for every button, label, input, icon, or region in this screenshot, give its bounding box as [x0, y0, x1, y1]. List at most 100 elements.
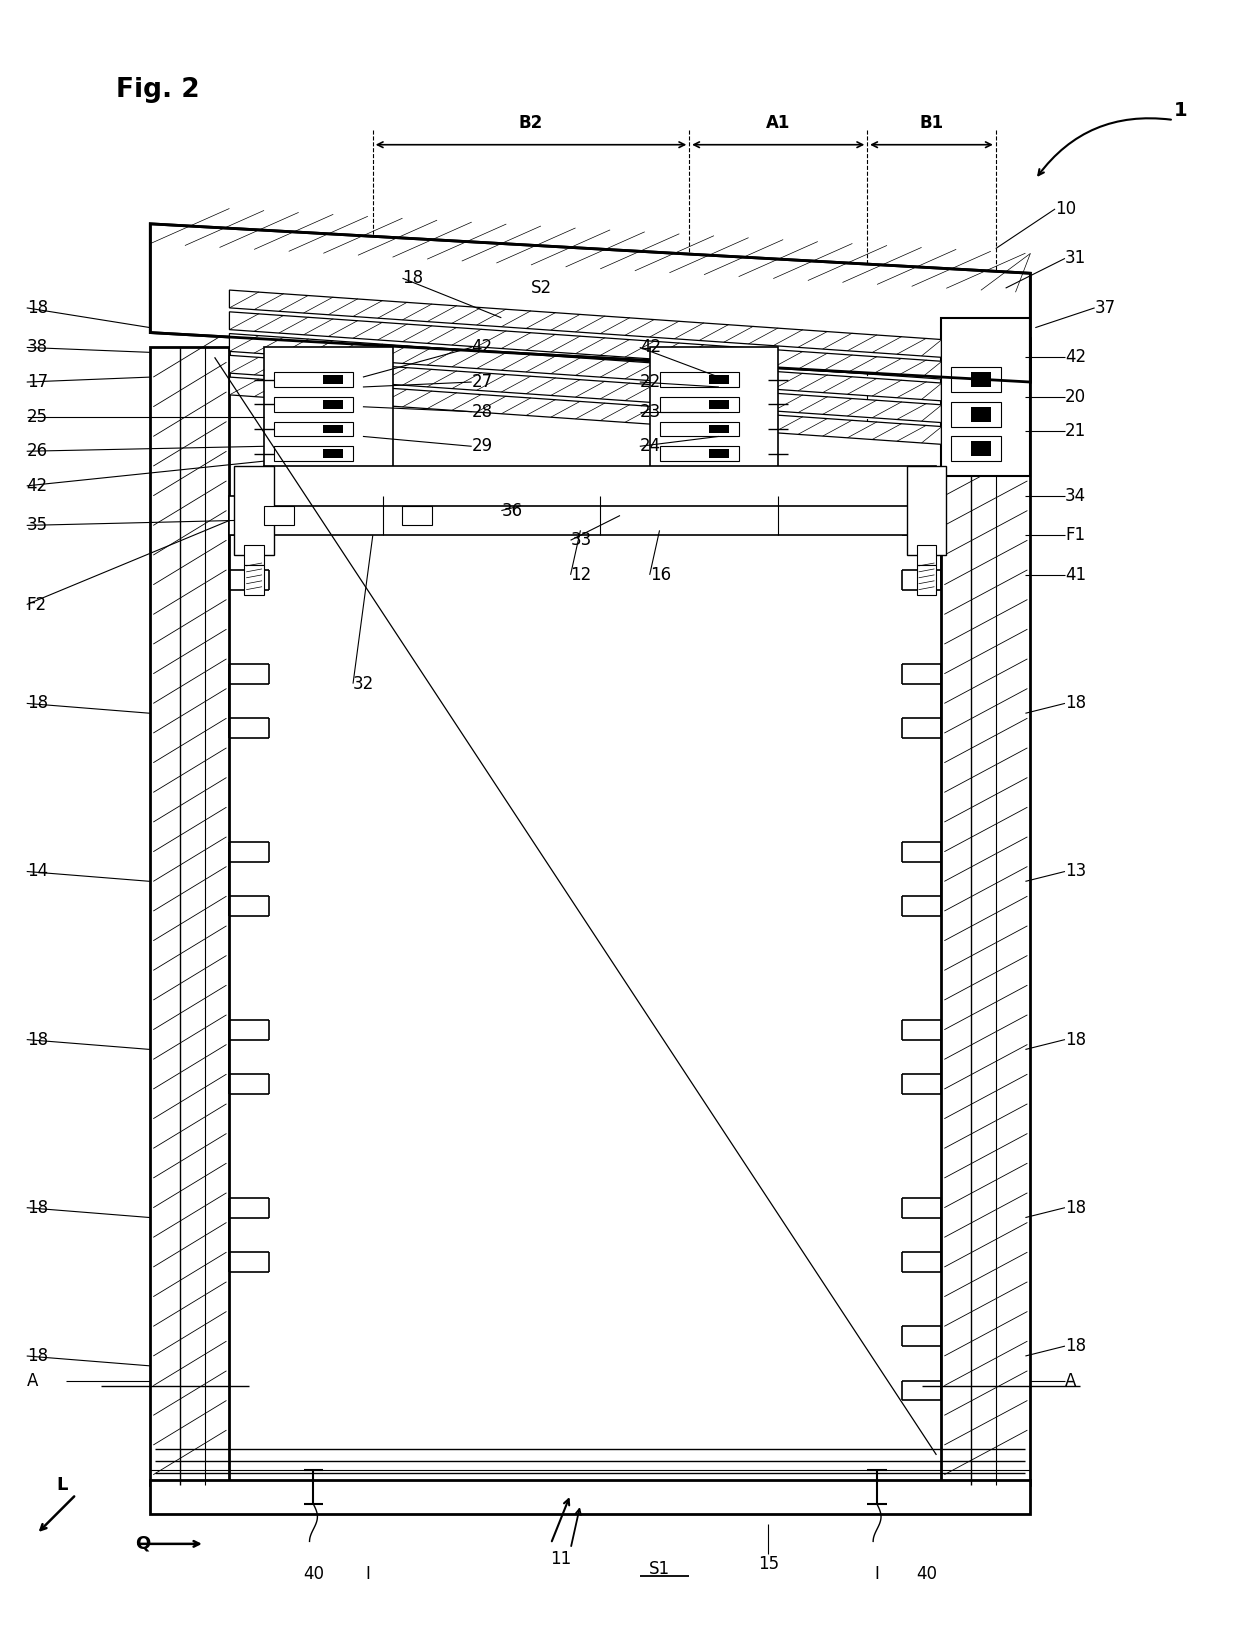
Bar [244, 545, 264, 565]
Text: 24: 24 [640, 438, 661, 456]
Text: B2: B2 [518, 114, 543, 132]
Text: 33: 33 [570, 532, 591, 548]
Text: 18: 18 [27, 1199, 48, 1216]
Bar [660, 421, 739, 436]
Text: 13: 13 [1065, 862, 1086, 881]
Bar [971, 441, 991, 456]
Text: 42: 42 [27, 477, 48, 496]
Text: S1: S1 [649, 1559, 670, 1578]
Text: 11: 11 [551, 1550, 572, 1568]
Bar [916, 565, 936, 595]
Text: 26: 26 [27, 443, 48, 461]
Bar [709, 375, 729, 383]
Text: 14: 14 [27, 862, 48, 881]
Text: 17: 17 [27, 373, 48, 392]
Bar [660, 372, 739, 387]
Bar [264, 506, 294, 525]
Text: 1: 1 [1174, 101, 1188, 119]
Text: A: A [1065, 1371, 1076, 1389]
Bar [941, 317, 1030, 476]
Bar [274, 421, 353, 436]
Text: 18: 18 [27, 299, 48, 317]
Bar [324, 425, 343, 433]
Bar [941, 337, 1030, 1485]
Text: 23: 23 [640, 403, 661, 421]
Bar [274, 396, 353, 411]
Text: 18: 18 [1065, 694, 1086, 712]
Bar [150, 347, 229, 1485]
Text: 36: 36 [501, 502, 522, 520]
Text: 18: 18 [27, 1031, 48, 1049]
Text: 16: 16 [650, 567, 671, 583]
Bar [709, 400, 729, 408]
Text: Fig. 2: Fig. 2 [115, 78, 200, 104]
Bar [244, 565, 264, 595]
Bar [971, 372, 991, 387]
Text: S2: S2 [531, 279, 552, 297]
Bar [906, 466, 946, 555]
Bar [274, 446, 353, 461]
Bar [274, 372, 353, 387]
Bar [324, 400, 343, 408]
Text: A1: A1 [766, 114, 790, 132]
Bar [229, 496, 941, 535]
Text: 10: 10 [1055, 200, 1076, 218]
Bar [264, 466, 936, 506]
Text: 40: 40 [916, 1564, 937, 1583]
Bar [709, 425, 729, 433]
Text: 12: 12 [570, 567, 591, 583]
Text: 18: 18 [1065, 1199, 1086, 1216]
Text: F1: F1 [1065, 527, 1085, 544]
Text: 34: 34 [1065, 487, 1086, 506]
Bar [234, 466, 274, 555]
Text: 18: 18 [27, 694, 48, 712]
Text: 42: 42 [471, 339, 492, 357]
Bar [951, 436, 1001, 461]
Bar [324, 375, 343, 383]
Text: I: I [366, 1564, 371, 1583]
Bar [709, 449, 729, 458]
Text: Q: Q [135, 1535, 151, 1553]
Text: 37: 37 [1095, 299, 1116, 317]
Text: B1: B1 [919, 114, 944, 132]
Bar [951, 367, 1001, 392]
Text: 20: 20 [1065, 388, 1086, 406]
Text: 18: 18 [27, 1346, 48, 1365]
Polygon shape [229, 355, 941, 423]
Text: 18: 18 [1065, 1031, 1086, 1049]
Text: 18: 18 [1065, 1336, 1086, 1355]
Bar [403, 506, 432, 525]
Bar [971, 406, 991, 421]
Text: 22: 22 [640, 373, 661, 392]
Text: 25: 25 [27, 408, 48, 426]
Bar [660, 396, 739, 411]
Bar [916, 545, 936, 565]
Bar [324, 449, 343, 458]
Text: F2: F2 [27, 595, 47, 613]
Text: 31: 31 [1065, 249, 1086, 268]
Polygon shape [229, 377, 941, 444]
Polygon shape [229, 312, 941, 378]
Text: L: L [56, 1475, 68, 1493]
Polygon shape [150, 223, 1030, 382]
Text: 41: 41 [1065, 567, 1086, 583]
Bar [660, 446, 739, 461]
Polygon shape [229, 291, 941, 357]
Text: 21: 21 [1065, 423, 1086, 441]
Text: 27: 27 [471, 373, 492, 392]
Bar [951, 401, 1001, 426]
Polygon shape [229, 334, 941, 401]
Text: I: I [874, 1564, 879, 1583]
Text: 29: 29 [471, 438, 492, 456]
Text: 38: 38 [27, 339, 48, 357]
Text: 15: 15 [758, 1555, 779, 1573]
Text: 42: 42 [640, 339, 661, 357]
Bar [264, 347, 393, 476]
Text: 42: 42 [1065, 349, 1086, 367]
Text: 35: 35 [27, 517, 48, 534]
Text: 40: 40 [303, 1564, 324, 1583]
Text: 28: 28 [471, 403, 492, 421]
Text: A: A [27, 1371, 38, 1389]
Bar [650, 347, 779, 476]
Bar [150, 1480, 1030, 1515]
